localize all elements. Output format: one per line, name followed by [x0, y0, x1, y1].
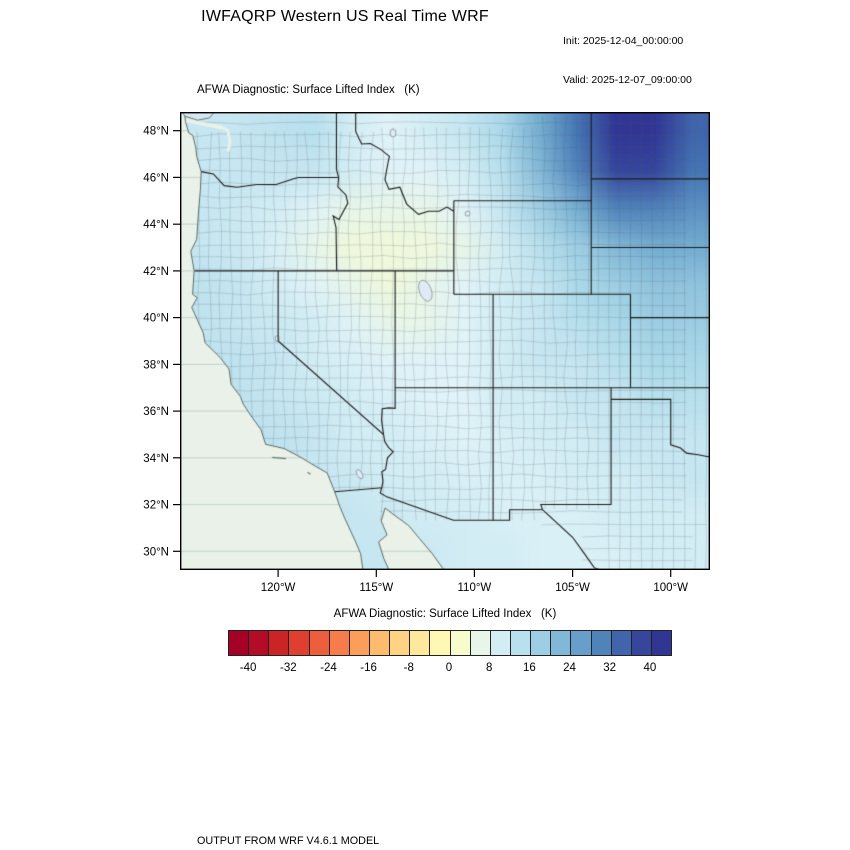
lat-tick-label: 40°N	[143, 313, 169, 325]
colorbar-segment	[229, 631, 250, 655]
colorbar-segment	[591, 631, 612, 655]
lat-tick-label: 38°N	[143, 359, 169, 371]
colorbar-segment	[651, 631, 672, 655]
colorbar-segment	[430, 631, 451, 655]
lat-tick-label: 48°N	[143, 126, 169, 138]
colorbar-tick-label: -24	[320, 662, 337, 674]
colorbar-segment	[410, 631, 431, 655]
lat-tick-label: 32°N	[143, 500, 169, 512]
map-area: 48°N 46°N 44°N 42°N 40°N 38°N 36°N 34°N 32°N 30°N…	[143, 111, 710, 594]
lon-tick-label: 120°W	[261, 582, 296, 594]
colorbar-tick-label: -40	[239, 662, 257, 674]
lon-tick-label: 100°W	[653, 582, 688, 594]
colorbar-segment	[390, 631, 411, 655]
colorbar-segment	[571, 631, 592, 655]
colorbar-tick-label: -32	[279, 662, 297, 674]
colorbar-segment	[551, 631, 572, 655]
lat-tick-label: 34°N	[143, 453, 169, 465]
colorbar-bar	[228, 630, 672, 656]
lat-tick-label: 30°N	[143, 546, 169, 558]
colorbar-segment	[631, 631, 652, 655]
colorbar-segment	[611, 631, 632, 655]
colorbar: -40 -32 -24 -16 -8 0 8 16 24 32 40	[228, 630, 672, 680]
colorbar-segment	[269, 631, 290, 655]
colorbar-segment	[309, 631, 330, 655]
lat-tick-label: 44°N	[143, 219, 169, 231]
colorbar-tick-label: 8	[485, 662, 493, 674]
colorbar-segment	[369, 631, 391, 655]
colorbar-segment	[510, 631, 532, 655]
plot-title: IWFAQRP Western US Real Time WRF	[201, 8, 489, 25]
valid-time-label: Valid: 2025-12-07_09:00:00	[563, 74, 692, 86]
colorbar-segment	[470, 631, 491, 655]
map-canvas	[180, 112, 710, 570]
lat-tick-label: 46°N	[143, 172, 169, 184]
colorbar-tick-label: 16	[522, 662, 536, 674]
colorbar-segment	[490, 631, 511, 655]
colorbar-segment	[349, 631, 370, 655]
map-subtitle: AFWA Diagnostic: Surface Lifted Index (K…	[197, 84, 420, 96]
colorbar-tick-label: 40	[643, 662, 657, 674]
colorbar-tick-label: -16	[360, 662, 377, 674]
lat-tick-label: 42°N	[143, 266, 169, 278]
colorbar-tick-label: 32	[603, 662, 617, 674]
colorbar-segment	[450, 631, 471, 655]
init-time-label: Init: 2025-12-04_00:00:00	[563, 35, 684, 47]
colorbar-segment	[289, 631, 310, 655]
lon-tick-label: 105°W	[555, 582, 590, 594]
colorbar-segment	[531, 631, 552, 655]
run-info-block: Init: 2025-12-04_00:00:00 Valid: 2025-12…	[563, 9, 692, 113]
colorbar-title: AFWA Diagnostic: Surface Lifted Index (K…	[333, 608, 557, 620]
footer-model-line: OUTPUT FROM WRF V4.6.1 MODEL	[197, 835, 380, 847]
colorbar-segment	[249, 631, 270, 655]
lat-tick-label: 36°N	[143, 406, 169, 418]
colorbar-tick-label: 24	[563, 662, 576, 674]
lon-tick-label: 110°W	[458, 582, 492, 594]
footer-block: OUTPUT FROM WRF V4.6.1 MODEL WE = 310 ; …	[197, 805, 622, 850]
colorbar-tick-label: -8	[403, 662, 414, 674]
colorbar-tick-label: 0	[445, 662, 453, 674]
lon-tick-label: 115°W	[359, 582, 393, 594]
colorbar-segment	[329, 631, 350, 655]
